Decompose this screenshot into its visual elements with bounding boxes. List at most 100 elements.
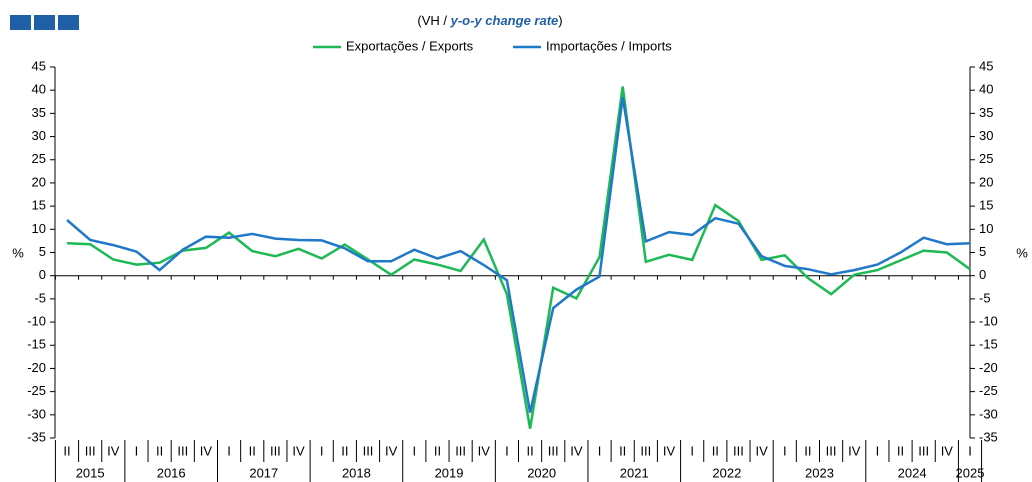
y2-tick-label: -10 [979, 314, 998, 329]
logo-block [58, 15, 79, 30]
x-tick-label: III [548, 443, 559, 458]
y-tick-label: 10 [32, 221, 46, 236]
title-italic: y-o-y change rate [450, 13, 559, 28]
x-tick-label: II [434, 443, 441, 458]
y-tick-label: 15 [32, 198, 46, 213]
y-tick-label: 20 [32, 174, 46, 189]
series-line [66, 96, 971, 413]
year-label: 2025 [956, 465, 985, 480]
y-tick-label: 40 [32, 82, 46, 97]
y-tick-label: -20 [27, 360, 46, 375]
y-axis-label: % [12, 245, 24, 260]
x-tick-label: I [135, 443, 139, 458]
x-tick-label: IV [570, 443, 583, 458]
x-tick-label: III [640, 443, 651, 458]
y-tick-label: -25 [27, 383, 46, 398]
x-tick-label: I [320, 443, 324, 458]
x-tick-label: III [455, 443, 466, 458]
y2-tick-label: 5 [979, 244, 986, 259]
x-tick-label: I [876, 443, 880, 458]
y2-tick-label: 25 [979, 151, 993, 166]
x-tick-label: II [712, 443, 719, 458]
x-tick-label: IV [385, 443, 398, 458]
x-tick-label: III [733, 443, 744, 458]
x-tick-label: II [804, 443, 811, 458]
x-tick-label: II [156, 443, 163, 458]
x-tick-label: I [968, 443, 972, 458]
y2-tick-label: -30 [979, 406, 998, 421]
y2-tick-label: 45 [979, 58, 993, 73]
y2-tick-label: -15 [979, 337, 998, 352]
x-tick-label: II [341, 443, 348, 458]
x-tick-label: III [826, 443, 837, 458]
y-tick-label: 35 [32, 105, 46, 120]
x-tick-label: III [363, 443, 374, 458]
y-tick-label: -10 [27, 314, 46, 329]
x-tick-label: III [85, 443, 96, 458]
y2-tick-label: 35 [979, 105, 993, 120]
x-tick-label: IV [663, 443, 676, 458]
title-close: ) [558, 13, 562, 28]
y2-tick-label: 0 [979, 267, 986, 282]
year-label: 2020 [527, 465, 556, 480]
x-tick-label: III [918, 443, 929, 458]
x-tick-label: II [897, 443, 904, 458]
x-tick-label: II [526, 443, 533, 458]
year-label: 2018 [342, 465, 371, 480]
year-label: 2024 [898, 465, 927, 480]
y2-tick-label: -25 [979, 383, 998, 398]
year-label: 2016 [157, 465, 186, 480]
x-tick-label: II [619, 443, 626, 458]
y-tick-label: -5 [34, 290, 46, 305]
y-tick-label: -15 [27, 337, 46, 352]
legend-label: Exportações / Exports [346, 38, 474, 53]
logo-block [10, 15, 31, 30]
y2-tick-label: -5 [979, 290, 991, 305]
y-tick-label: 45 [32, 58, 46, 73]
x-tick-label: II [63, 443, 70, 458]
y2-tick-label: 40 [979, 82, 993, 97]
x-tick-label: IV [107, 443, 120, 458]
y2-tick-label: -35 [979, 429, 998, 444]
y-tick-label: -30 [27, 406, 46, 421]
x-tick-label: I [783, 443, 787, 458]
x-tick-label: I [412, 443, 416, 458]
chart-title: (VH / y-o-y change rate) [417, 13, 562, 28]
x-tick-label: I [505, 443, 509, 458]
logo-block [34, 15, 55, 30]
year-label: 2017 [249, 465, 278, 480]
legend-label: Importações / Imports [546, 38, 672, 53]
series-line [66, 86, 971, 429]
year-label: 2022 [712, 465, 741, 480]
y-tick-label: 0 [39, 267, 46, 282]
x-tick-label: IV [292, 443, 305, 458]
x-tick-label: IV [478, 443, 491, 458]
y2-tick-label: -20 [979, 360, 998, 375]
title-plain: (VH / [417, 13, 450, 28]
x-tick-label: I [227, 443, 231, 458]
y2-tick-label: 30 [979, 128, 993, 143]
year-label: 2015 [76, 465, 105, 480]
x-tick-label: IV [200, 443, 213, 458]
y2-axis-label: % [1016, 245, 1028, 260]
y2-tick-label: 15 [979, 198, 993, 213]
y2-tick-label: 10 [979, 221, 993, 236]
y2-tick-label: 20 [979, 174, 993, 189]
x-tick-label: IV [941, 443, 954, 458]
x-tick-label: I [598, 443, 602, 458]
year-label: 2021 [620, 465, 649, 480]
x-tick-label: III [270, 443, 281, 458]
x-tick-label: IV [848, 443, 861, 458]
year-label: 2023 [805, 465, 834, 480]
y-tick-label: 5 [39, 244, 46, 259]
x-tick-label: I [690, 443, 694, 458]
x-tick-label: II [249, 443, 256, 458]
x-tick-label: IV [755, 443, 768, 458]
y-tick-label: -35 [27, 429, 46, 444]
year-label: 2019 [435, 465, 464, 480]
y-tick-label: 30 [32, 128, 46, 143]
y-tick-label: 25 [32, 151, 46, 166]
x-tick-label: III [177, 443, 188, 458]
